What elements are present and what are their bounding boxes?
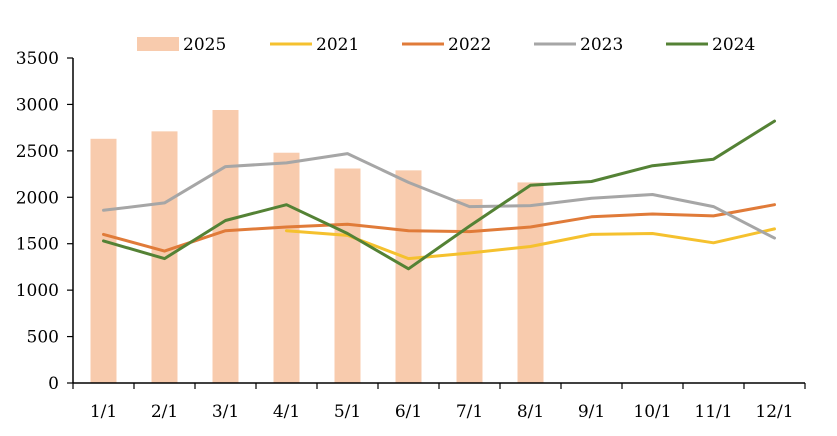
y-tick-label: 2000	[16, 188, 59, 208]
bar-5/1	[334, 168, 361, 383]
line-2022	[102, 203, 776, 253]
x-tick-label: 10/1	[633, 402, 671, 422]
x-tick-label: 1/1	[90, 402, 117, 422]
legend-label-2022: 2022	[448, 35, 491, 55]
y-tick-label: 1500	[16, 235, 59, 255]
legend-label-2024: 2024	[712, 35, 755, 55]
x-tick-label: 12/1	[755, 402, 793, 422]
y-tick-label: 3500	[16, 49, 59, 69]
legend-item-2025: 2025	[137, 35, 226, 55]
x-tick-label: 8/1	[517, 402, 544, 422]
bar-4/1	[273, 152, 300, 383]
legend-label-2025: 2025	[183, 35, 226, 55]
y-tick-label: 3000	[16, 95, 59, 115]
x-tick-label: 6/1	[395, 402, 422, 422]
bar-6/1	[395, 170, 422, 383]
y-tick-label: 2500	[16, 142, 59, 162]
bar-8/1	[517, 182, 544, 383]
axes: 0 500 1000 1500 2000 2500 3000 3500 1/1 2/1 3/1 4/1…	[16, 49, 806, 422]
y-tick-label: 1000	[16, 281, 59, 301]
y-tick-label: 500	[27, 328, 59, 348]
line-series-group	[102, 119, 776, 271]
legend-item-2022: 2022	[402, 35, 491, 55]
legend-label-2021: 2021	[316, 35, 359, 55]
x-tick-label: 5/1	[334, 402, 361, 422]
x-tick-label: 3/1	[212, 402, 239, 422]
legend-item-2021: 2021	[270, 35, 359, 55]
y-tick-label: 0	[48, 374, 59, 394]
line-2021	[285, 227, 776, 261]
bar-series	[90, 110, 544, 383]
x-tick-label: 11/1	[694, 402, 732, 422]
legend-item-2023: 2023	[534, 35, 623, 55]
x-tick-label: 7/1	[456, 402, 483, 422]
legend-item-2024: 2024	[666, 35, 755, 55]
bar-1/1	[90, 138, 117, 383]
x-tick-label: 4/1	[273, 402, 300, 422]
legend-label-2023: 2023	[580, 35, 623, 55]
legend: 2025 2021 2022 2023 2024	[137, 35, 755, 55]
line-2024	[102, 119, 776, 271]
x-tick-label: 9/1	[578, 402, 605, 422]
x-tick-label: 2/1	[151, 402, 178, 422]
line-2023	[102, 152, 776, 240]
legend-swatch-2025	[137, 37, 179, 51]
bar-3/1	[212, 110, 239, 383]
